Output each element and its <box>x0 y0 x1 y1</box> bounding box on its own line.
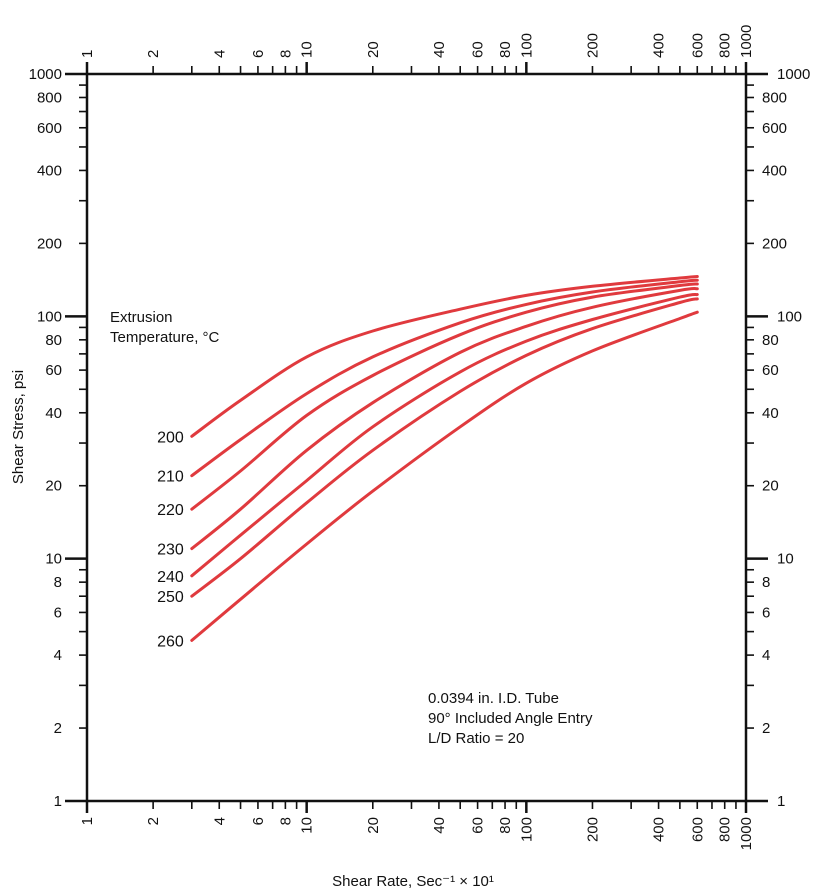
x-tick-label-top: 20 <box>365 41 382 58</box>
series-line-220 <box>190 282 699 511</box>
x-tick-label-bottom: 1 <box>79 817 96 825</box>
x-tick-label-top: 800 <box>717 33 734 58</box>
x-tick-label-top: 600 <box>689 33 706 58</box>
x-tick-label-bottom: 10 <box>299 817 316 834</box>
x-tick-label-bottom: 4 <box>211 817 228 825</box>
y-tick-label-right: 6 <box>762 604 770 621</box>
plot-frame <box>85 72 748 803</box>
test-conditions-note: 0.0394 in. I.D. Tube 90° Included Angle E… <box>428 690 593 747</box>
y-axis-title: Shear Stress, psi <box>10 370 27 484</box>
series-line-250 <box>190 297 699 598</box>
y-tick-label-left: 40 <box>45 405 62 422</box>
y-tick-label-right: 2 <box>762 720 770 737</box>
y-tick-label-left: 8 <box>54 574 62 591</box>
series-label-200: 200 <box>157 429 184 446</box>
x-tick-label-top: 1000 <box>738 25 755 58</box>
x-tick-label-top: 4 <box>211 50 228 58</box>
y-tick-label-left: 4 <box>54 647 62 664</box>
x-tick-label-bottom: 8 <box>277 817 294 825</box>
x-tick-label-top: 6 <box>250 50 267 58</box>
y-tick-label-right: 40 <box>762 405 779 422</box>
x-tick-label-top: 10 <box>299 41 316 58</box>
y-tick-label-left: 1 <box>54 793 62 810</box>
series-line-200 <box>190 275 699 438</box>
series-line-230 <box>190 287 699 551</box>
series-label-260: 260 <box>157 633 184 650</box>
y-tick-label-right: 1 <box>777 793 785 810</box>
y-tick-label-right: 20 <box>762 478 779 495</box>
y-tick-label-left: 80 <box>45 332 62 349</box>
x-tick-label-bottom: 400 <box>651 817 668 842</box>
y-tick-label-right: 4 <box>762 647 770 664</box>
plot-border <box>85 72 748 803</box>
series-label-230: 230 <box>157 542 184 559</box>
y-tick-label-left: 600 <box>37 120 62 137</box>
x-tick-label-top: 8 <box>277 50 294 58</box>
y-tick-label-left: 20 <box>45 478 62 495</box>
series-legend-title: Extrusion Temperature, °C <box>110 309 220 346</box>
y-tick-label-left: 60 <box>45 362 62 379</box>
x-tick-label-top: 200 <box>584 33 601 58</box>
x-tick-label-bottom: 2 <box>145 817 162 825</box>
x-tick-label-top: 2 <box>145 50 162 58</box>
x-tick-label-bottom: 800 <box>717 817 734 842</box>
y-tick-label-right: 10 <box>777 551 794 568</box>
x-tick-label-top: 40 <box>431 41 448 58</box>
x-tick-label-bottom: 80 <box>497 817 514 834</box>
y-tick-label-right: 800 <box>762 89 787 106</box>
series-labels: 200 210 220 230 240 250 260 <box>157 429 184 650</box>
y-tick-label-left: 800 <box>37 89 62 106</box>
x-tick-label-bottom: 1000 <box>738 817 755 850</box>
series-label-210: 210 <box>157 469 184 486</box>
x-tick-label-top: 60 <box>470 41 487 58</box>
y-tick-label-left: 400 <box>37 162 62 179</box>
series-line-240 <box>190 292 699 578</box>
x-tick-label-bottom: 200 <box>584 817 601 842</box>
axis-tick-labels: 1122446688101020204040606080801001002002… <box>29 25 811 851</box>
series-label-250: 250 <box>157 589 184 606</box>
x-tick-label-bottom: 100 <box>518 817 535 842</box>
x-tick-label-bottom: 20 <box>365 817 382 834</box>
x-tick-label-top: 80 <box>497 41 514 58</box>
y-tick-label-right: 60 <box>762 362 779 379</box>
x-tick-label-top: 1 <box>79 50 96 58</box>
series-label-240: 240 <box>157 569 184 586</box>
y-tick-label-left: 6 <box>54 604 62 621</box>
y-tick-label-left: 200 <box>37 235 62 252</box>
y-tick-label-left: 1000 <box>29 66 62 83</box>
y-tick-label-left: 2 <box>54 720 62 737</box>
y-tick-label-left: 10 <box>45 551 62 568</box>
x-tick-label-top: 100 <box>518 33 535 58</box>
series-label-220: 220 <box>157 502 184 519</box>
x-tick-label-bottom: 600 <box>689 817 706 842</box>
x-tick-label-bottom: 40 <box>431 817 448 834</box>
x-axis-title: Shear Rate, Sec⁻¹ × 10¹ <box>332 873 494 890</box>
y-tick-label-left: 100 <box>37 308 62 325</box>
series-line-260 <box>190 310 699 642</box>
y-tick-label-right: 80 <box>762 332 779 349</box>
x-tick-label-bottom: 6 <box>250 817 267 825</box>
axis-ticks <box>65 62 768 813</box>
y-tick-label-right: 100 <box>777 308 802 325</box>
series-line-210 <box>190 278 699 478</box>
y-tick-label-right: 8 <box>762 574 770 591</box>
x-tick-label-top: 400 <box>651 33 668 58</box>
x-tick-label-bottom: 60 <box>470 817 487 834</box>
y-tick-label-right: 600 <box>762 120 787 137</box>
y-tick-label-right: 1000 <box>777 66 810 83</box>
y-tick-label-right: 200 <box>762 235 787 252</box>
y-tick-label-right: 400 <box>762 162 787 179</box>
series-lines <box>190 275 699 642</box>
